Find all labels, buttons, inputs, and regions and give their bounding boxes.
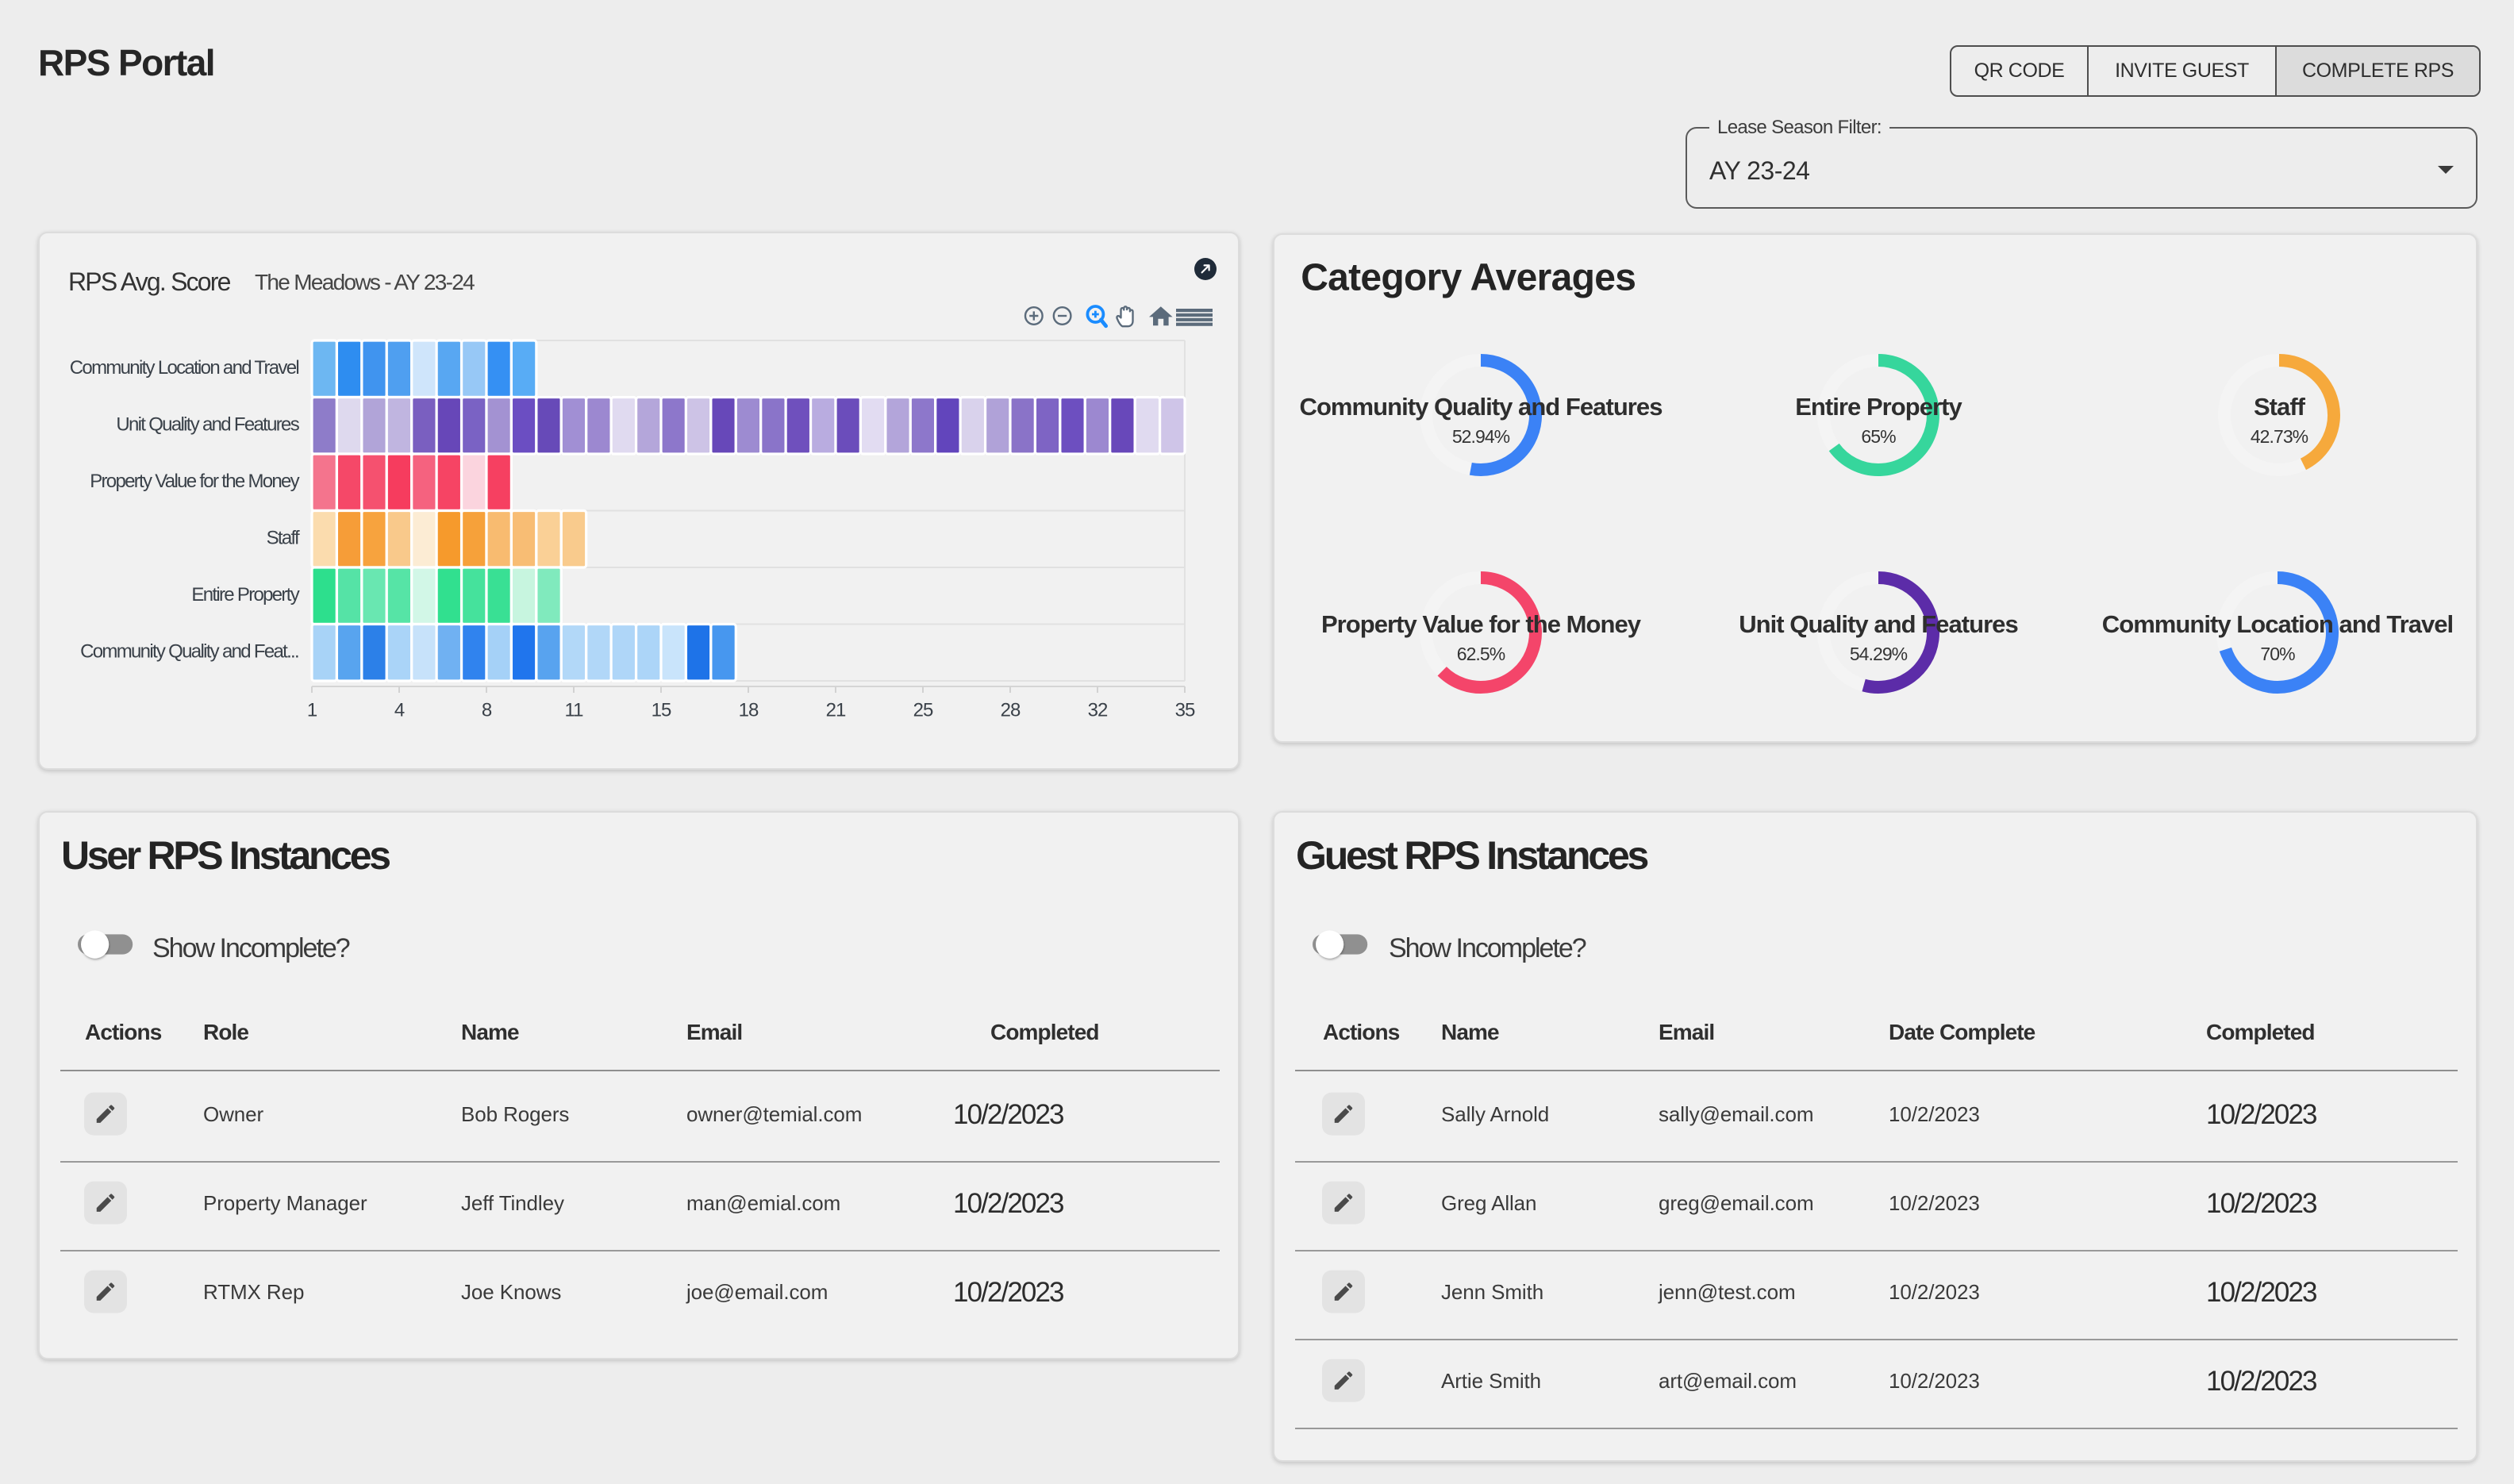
svg-text:Actions: Actions bbox=[85, 1020, 162, 1044]
svg-text:art@email.com: art@email.com bbox=[1659, 1369, 1797, 1393]
svg-text:70%: 70% bbox=[2260, 644, 2295, 664]
svg-text:Community Quality and Features: Community Quality and Features bbox=[1300, 393, 1663, 421]
svg-text:Joe Knows: Joe Knows bbox=[461, 1280, 561, 1304]
svg-text:Completed: Completed bbox=[990, 1020, 1099, 1044]
svg-text:Community Location and Travel: Community Location and Travel bbox=[70, 357, 299, 379]
svg-text:RPS Portal: RPS Portal bbox=[38, 42, 214, 83]
svg-text:RTMX Rep: RTMX Rep bbox=[203, 1280, 304, 1304]
svg-text:Artie Smith: Artie Smith bbox=[1441, 1369, 1541, 1393]
svg-text:greg@email.com: greg@email.com bbox=[1659, 1191, 1814, 1215]
svg-text:owner@temial.com: owner@temial.com bbox=[686, 1102, 862, 1126]
svg-text:10/2/2023: 10/2/2023 bbox=[2206, 1277, 2316, 1308]
svg-text:jenn@test.com: jenn@test.com bbox=[1658, 1280, 1796, 1304]
svg-text:10/2/2023: 10/2/2023 bbox=[953, 1277, 1063, 1308]
svg-text:Show Incomplete?: Show Incomplete? bbox=[152, 933, 350, 963]
svg-text:15: 15 bbox=[652, 700, 671, 721]
svg-text:10/2/2023: 10/2/2023 bbox=[1889, 1102, 1980, 1126]
svg-text:Staff: Staff bbox=[2254, 393, 2306, 421]
svg-text:The Meadows - AY 23-24: The Meadows - AY 23-24 bbox=[255, 270, 475, 294]
svg-text:62.5%: 62.5% bbox=[1457, 644, 1505, 664]
svg-text:Owner: Owner bbox=[203, 1102, 264, 1126]
svg-text:32: 32 bbox=[1088, 700, 1108, 721]
svg-text:Category Averages: Category Averages bbox=[1301, 257, 1636, 299]
svg-text:18: 18 bbox=[739, 700, 759, 721]
svg-text:10/2/2023: 10/2/2023 bbox=[953, 1188, 1063, 1219]
svg-text:21: 21 bbox=[826, 700, 846, 721]
svg-text:Name: Name bbox=[461, 1020, 519, 1044]
svg-text:Entire Property: Entire Property bbox=[1795, 393, 1962, 421]
svg-text:Actions: Actions bbox=[1323, 1020, 1400, 1044]
svg-text:10/2/2023: 10/2/2023 bbox=[1889, 1369, 1980, 1393]
svg-text:Greg Allan: Greg Allan bbox=[1441, 1191, 1536, 1215]
svg-text:Community Location and Travel: Community Location and Travel bbox=[2102, 610, 2453, 638]
svg-text:Entire Property: Entire Property bbox=[191, 584, 299, 606]
svg-text:65%: 65% bbox=[1861, 426, 1896, 447]
svg-text:10/2/2023: 10/2/2023 bbox=[2206, 1188, 2316, 1219]
svg-text:52.94%: 52.94% bbox=[1452, 426, 1510, 447]
svg-text:Unit Quality and Features: Unit Quality and Features bbox=[1739, 610, 2018, 638]
svg-text:Email: Email bbox=[1659, 1020, 1714, 1044]
svg-text:joe@email.com: joe@email.com bbox=[686, 1280, 828, 1304]
svg-text:Jenn Smith: Jenn Smith bbox=[1441, 1280, 1543, 1304]
svg-text:4: 4 bbox=[394, 700, 405, 721]
svg-text:Bob Rogers: Bob Rogers bbox=[461, 1102, 569, 1126]
svg-text:Name: Name bbox=[1441, 1020, 1499, 1044]
svg-text:10/2/2023: 10/2/2023 bbox=[953, 1099, 1063, 1130]
svg-text:28: 28 bbox=[1001, 700, 1021, 721]
svg-text:RPS Avg. Score: RPS Avg. Score bbox=[68, 267, 231, 296]
svg-text:Staff: Staff bbox=[267, 527, 300, 548]
svg-text:10/2/2023: 10/2/2023 bbox=[1889, 1191, 1980, 1215]
svg-text:1: 1 bbox=[307, 700, 317, 721]
svg-text:10/2/2023: 10/2/2023 bbox=[1889, 1280, 1980, 1304]
svg-text:Guest RPS Instances: Guest RPS Instances bbox=[1296, 833, 1648, 878]
svg-text:10/2/2023: 10/2/2023 bbox=[2206, 1099, 2316, 1130]
svg-text:Unit Quality and Features: Unit Quality and Features bbox=[116, 413, 299, 435]
svg-text:11: 11 bbox=[565, 700, 584, 721]
svg-text:8: 8 bbox=[482, 700, 492, 721]
svg-text:Role: Role bbox=[203, 1020, 248, 1044]
svg-text:Date Complete: Date Complete bbox=[1889, 1020, 2035, 1044]
svg-text:Jeff Tindley: Jeff Tindley bbox=[461, 1191, 564, 1215]
svg-text:Property Value for the Money: Property Value for the Money bbox=[1321, 610, 1642, 638]
svg-text:35: 35 bbox=[1175, 700, 1195, 721]
svg-text:Property Manager: Property Manager bbox=[203, 1191, 367, 1215]
svg-text:42.73%: 42.73% bbox=[2251, 426, 2308, 447]
svg-text:54.29%: 54.29% bbox=[1850, 644, 1908, 664]
svg-text:Show Incomplete?: Show Incomplete? bbox=[1389, 933, 1586, 963]
svg-text:Email: Email bbox=[686, 1020, 742, 1044]
svg-text:sally@email.com: sally@email.com bbox=[1659, 1102, 1813, 1126]
svg-text:User RPS Instances: User RPS Instances bbox=[61, 833, 390, 878]
svg-text:Community Quality and Feat...: Community Quality and Feat... bbox=[80, 640, 298, 662]
svg-text:Completed: Completed bbox=[2206, 1020, 2315, 1044]
svg-text:25: 25 bbox=[913, 700, 933, 721]
svg-text:10/2/2023: 10/2/2023 bbox=[2206, 1366, 2316, 1397]
svg-text:Sally Arnold: Sally Arnold bbox=[1441, 1102, 1549, 1126]
svg-text:Property Value for the Money: Property Value for the Money bbox=[90, 471, 299, 492]
svg-text:man@emial.com: man@emial.com bbox=[686, 1191, 840, 1215]
